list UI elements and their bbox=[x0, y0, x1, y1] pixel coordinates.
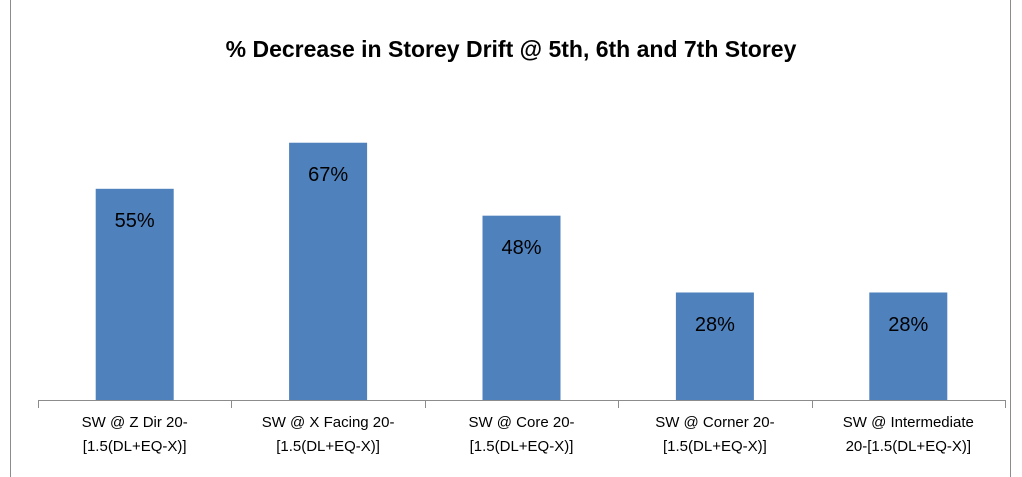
x-tick-label: SW @ Core 20-[1.5(DL+EQ-X)] bbox=[468, 414, 574, 455]
bar bbox=[675, 292, 754, 400]
x-tick-label: SW @ Corner 20-[1.5(DL+EQ-X)] bbox=[655, 414, 774, 455]
bar bbox=[95, 188, 174, 400]
x-tick-label: SW @ X Facing 20-[1.5(DL+EQ-X)] bbox=[262, 414, 395, 455]
data-label: 48% bbox=[501, 237, 541, 259]
x-tick-label: SW @ Z Dir 20-[1.5(DL+EQ-X)] bbox=[82, 414, 188, 455]
data-label: 28% bbox=[888, 314, 928, 336]
data-label: 28% bbox=[695, 314, 735, 336]
bar bbox=[869, 292, 948, 400]
chart-title: % Decrease in Storey Drift @ 5th, 6th an… bbox=[226, 36, 797, 62]
data-label: 67% bbox=[308, 164, 348, 186]
x-tick-label: SW @ Intermediate 20-[1.5(DL+EQ-X)] bbox=[843, 414, 974, 455]
data-label: 55% bbox=[115, 210, 155, 232]
bar bbox=[482, 215, 561, 400]
bar bbox=[289, 142, 368, 400]
